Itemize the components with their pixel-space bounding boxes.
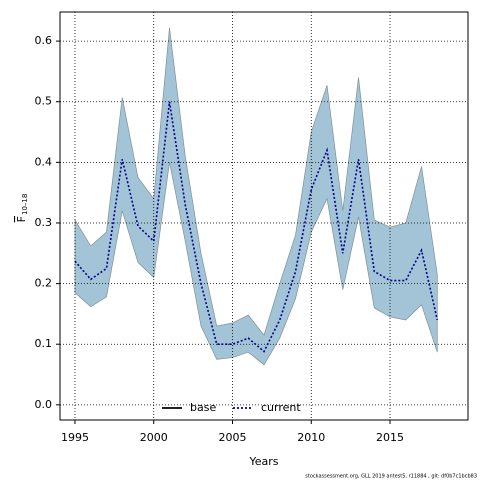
legend-label: base xyxy=(190,401,216,414)
x-tick-label: 2010 xyxy=(297,431,325,444)
plot-frame xyxy=(59,11,469,421)
x-tick-label: 2015 xyxy=(376,431,404,444)
x-tick-label: 2000 xyxy=(140,431,168,444)
y-label-sub: 10–18 xyxy=(21,194,29,215)
y-tick-label: 0.3 xyxy=(35,216,53,229)
y-tick-label: 0.0 xyxy=(35,398,53,411)
x-tick-label: 2005 xyxy=(218,431,246,444)
x-tick-label: 1995 xyxy=(61,431,89,444)
y-label-main: F xyxy=(15,216,28,222)
confidence-band xyxy=(74,27,438,366)
line xyxy=(74,101,439,353)
y-axis-label: F 10–18 xyxy=(15,194,29,223)
x-axis-label: Years xyxy=(248,455,278,468)
y-tick-label: 0.6 xyxy=(35,34,53,47)
y-tick-label: 0.4 xyxy=(35,155,53,168)
y-tick-label: 0.5 xyxy=(35,95,53,108)
y-tick-label: 0.1 xyxy=(35,337,53,350)
legend-label: current xyxy=(261,401,301,414)
footnote: stockassessment.org, GLL 2019 antest5, r… xyxy=(305,474,477,480)
y-tick-label: 0.2 xyxy=(35,277,53,290)
